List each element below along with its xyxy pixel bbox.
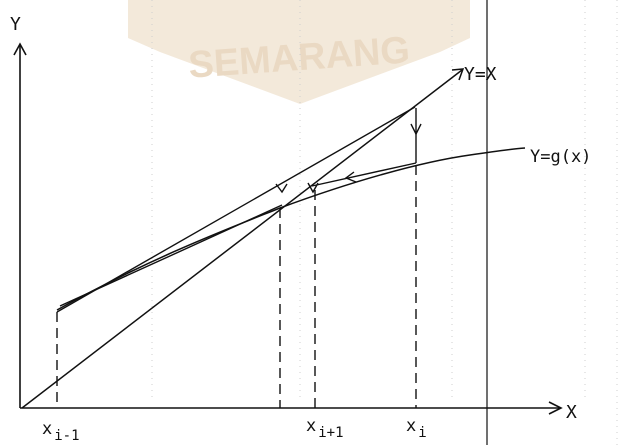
iteration-path [275,108,422,194]
down-arrow-icon [410,123,422,136]
identity-arrow-icon [451,68,465,81]
small-down-arrow-icon [307,182,319,194]
horizontal-step [311,162,417,187]
tick-label-next: x i+1 [306,416,344,441]
axes [13,42,563,415]
identity-line [21,68,465,409]
left-arrow-icon [344,171,357,183]
scan-lines [151,0,618,445]
tick-label-prev: x i-1 [42,419,80,444]
g-curve-label: Y=g(x) [530,147,591,167]
watermark: SEMARANG [128,0,470,104]
y-axis-label: Y [10,14,21,35]
fixed-point-marker-icon [275,183,288,194]
watermark-banner [128,0,470,104]
x-axis-arrow-icon [548,401,563,415]
drop-lines [56,165,417,408]
identity-label: Y=X [464,64,497,85]
x-axis-label: X [566,402,577,423]
chord-lower [59,204,283,307]
y-axis-arrow-icon [13,42,27,56]
chord-lines [56,106,416,313]
g-curve [56,147,526,311]
chord-upper [56,106,416,313]
